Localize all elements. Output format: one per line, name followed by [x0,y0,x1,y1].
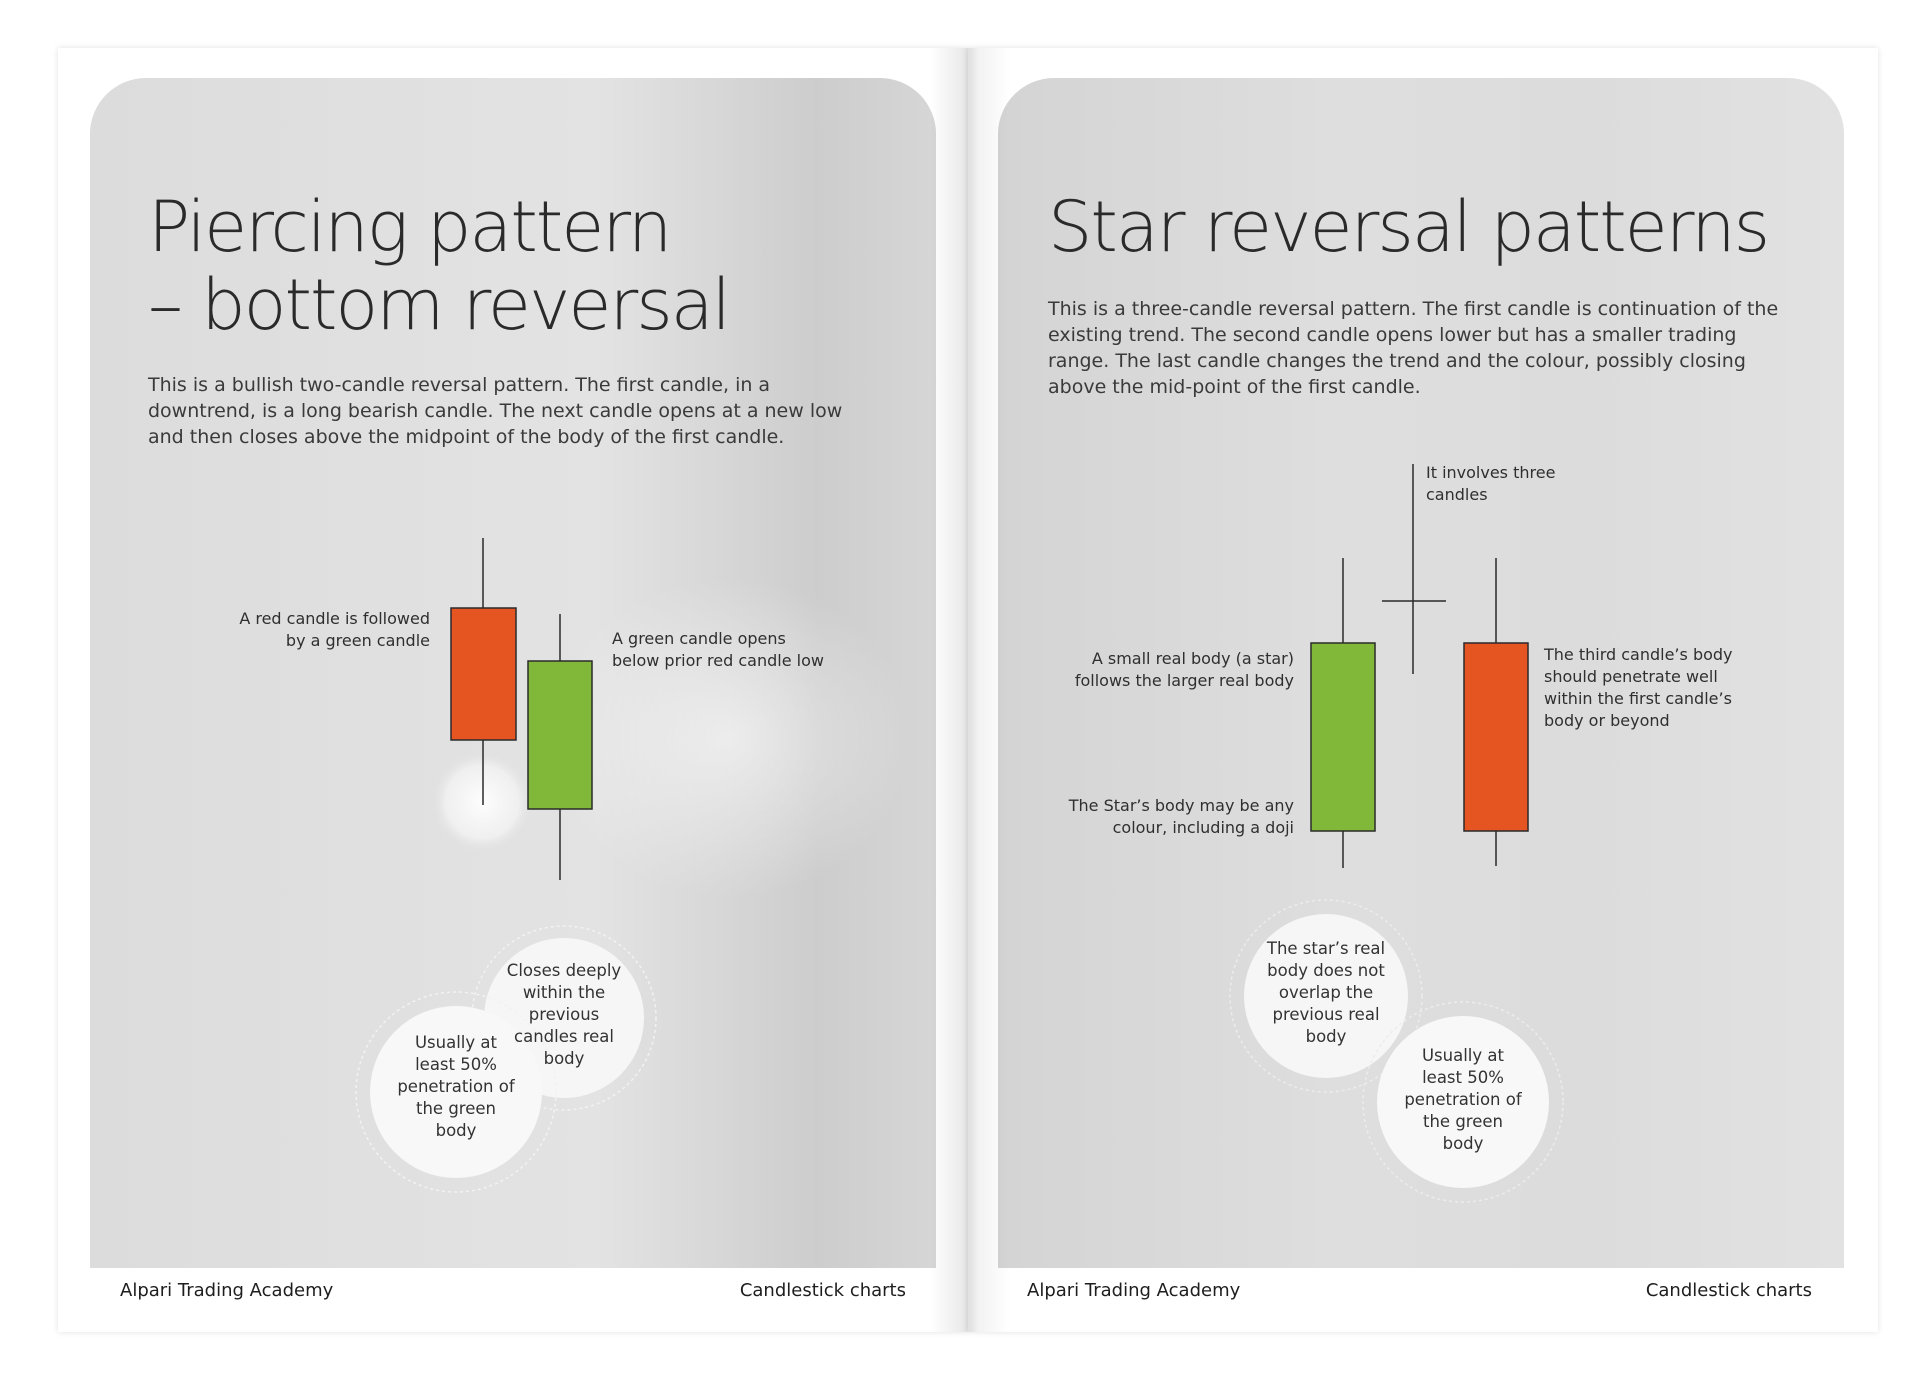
right-footer-section: Candlestick charts [1645,1280,1812,1301]
label-three-candles: It involves three candles [1426,463,1556,504]
bubble-star-no-overlap-text: The star’s real body does not overlap th… [1266,939,1386,1046]
right-page-panel: Star reversal patterns This is a three-c… [998,78,1844,1268]
bubble-outer-ring [355,991,557,1193]
red-candle-body [450,607,517,741]
first-candle-body [1310,642,1376,832]
left-page-title: Piercing pattern – bottom reversal [148,186,731,346]
bubble-usually-50-text: Usually at least 50% penetration of the … [1404,1046,1522,1153]
label-star-any-colour: The Star’s body may be any colour, inclu… [1068,796,1294,837]
left-page-intro: This is a bullish two-candle reversal pa… [148,374,843,448]
highlight-glow [430,750,534,854]
third-candle-body [1463,642,1529,832]
right-page-title: Star reversal patterns [1048,186,1770,268]
label-red-followed-by-green: A red candle is followed by a green cand… [239,609,430,650]
green-candle-body [527,660,593,810]
bubble-closes-deeply-text: Closes deeply within the previous candle… [506,961,622,1068]
right-page-intro: This is a three-candle reversal pattern.… [1048,298,1779,398]
bubble-usually-50 [370,1006,542,1178]
piercing-pattern-illustration [355,538,657,1193]
bubble-star-no-overlap [1244,914,1408,1078]
bubble-outer-ring [1362,1001,1564,1203]
label-small-real-body: A small real body (a star) follows the l… [1074,649,1294,690]
bubble-usually-50 [1377,1016,1549,1188]
bubble-usually-50-text: Usually at least 50% penetration of the … [397,1033,515,1140]
label-green-opens-below: A green candle opens below prior red can… [612,629,824,670]
label-third-candle-penetrates: The third candle’s body should penetrate… [1544,645,1733,730]
left-footer-section: Candlestick charts [739,1280,906,1301]
star-reversal-illustration [1229,464,1564,1203]
bubble-outer-ring [1229,899,1423,1093]
left-page-panel: Piercing pattern – bottom reversal This … [90,78,936,1268]
right-footer-brand: Alpari Trading Academy [1027,1280,1241,1301]
left-footer-brand: Alpari Trading Academy [120,1280,334,1301]
